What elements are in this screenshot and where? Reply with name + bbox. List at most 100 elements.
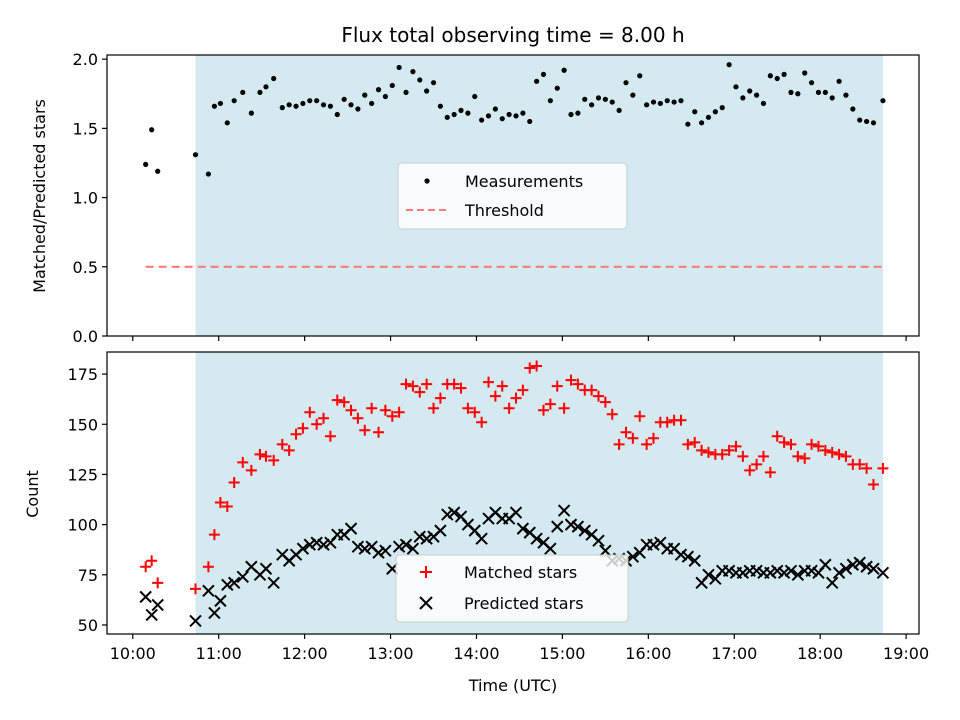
measurement-point (362, 92, 368, 98)
measurement-point (754, 92, 760, 98)
matched-star-point (386, 410, 398, 422)
matched-star-point (764, 466, 776, 478)
measurement-point (240, 89, 246, 95)
matched-star-point (771, 430, 783, 442)
predicted-star-point (236, 570, 249, 584)
predicted-star-point (208, 606, 221, 620)
matched-star-point (627, 432, 639, 444)
matched-star-point (324, 430, 336, 442)
matched-star-point (661, 416, 673, 428)
measurement-point (795, 91, 801, 97)
count-xtick-label: 12:00 (282, 644, 328, 663)
measurement-point (382, 93, 388, 100)
measurement-point (630, 92, 636, 98)
measurement-point (231, 98, 237, 104)
measurement-point (437, 103, 443, 109)
matched-star-point (393, 406, 405, 418)
matched-star-point (510, 392, 522, 404)
matched-star-point (228, 476, 240, 488)
measurement-point (829, 95, 835, 101)
matched-star-point (237, 456, 249, 468)
matched-star-point (407, 380, 419, 392)
predicted-star-point (509, 506, 523, 519)
matched-star-point (854, 458, 866, 470)
predicted-star-point (771, 564, 784, 577)
predicted-star-point (392, 540, 406, 553)
matched-star-point (366, 402, 378, 414)
matched-star-point (469, 406, 481, 418)
predicted-star-point (578, 524, 591, 537)
ratio-ytick-label: 2.0 (73, 50, 98, 69)
matched-star-point (434, 392, 446, 404)
measurement-point (458, 107, 464, 113)
measurement-point (664, 98, 670, 104)
measurement-point (561, 67, 567, 73)
predicted-star-point (736, 566, 750, 579)
matched-star-point (338, 396, 350, 408)
measurement-point (589, 102, 595, 108)
matched-star-point (702, 446, 714, 458)
measurement-point (300, 100, 306, 107)
measurement-point (534, 78, 540, 84)
count-axes-frame (106, 351, 920, 635)
measurement-point (802, 70, 808, 76)
measurement-point (430, 80, 437, 86)
count-ytick-label: 100 (67, 516, 98, 535)
measurement-point (527, 118, 533, 125)
matched-star-point (483, 376, 495, 388)
matched-star-point (737, 450, 749, 462)
matched-star-point (531, 360, 543, 372)
ratio-ytick-label: 0.5 (73, 258, 98, 277)
predicted-star-point (571, 520, 585, 533)
predicted-star-point (434, 524, 447, 537)
measurement-point (609, 99, 615, 105)
measurement-point (582, 96, 588, 102)
count-legend: Matched stars Predicted stars (395, 554, 629, 623)
measurement-point (279, 105, 285, 111)
predicted-star-point (413, 530, 426, 543)
predicted-star-point (406, 542, 420, 555)
matched-star-point (682, 438, 694, 450)
matched-star-point (202, 561, 214, 573)
count-xtick-label: 11:00 (196, 644, 242, 663)
matched-star-point (152, 577, 164, 589)
predicted-star-point (447, 506, 461, 519)
measurement-point (506, 111, 512, 118)
ratio-legend-box (397, 162, 628, 230)
measurement-point (726, 62, 732, 68)
ratio-ytick-label: 1.0 (73, 189, 98, 208)
threshold-legend-label: Threshold (464, 201, 544, 220)
predicted-star-point (791, 568, 805, 581)
matched-star-point (599, 396, 611, 408)
predicted-star-point (530, 532, 543, 545)
predicted-star-point (805, 564, 818, 577)
predicted-star-point (267, 576, 280, 590)
measurement-point (149, 127, 155, 133)
matched-star-point (689, 436, 701, 448)
measurement-point (271, 75, 277, 82)
predicted-star-point (358, 542, 371, 555)
measurement-point (547, 98, 553, 104)
predicted-star-point (688, 554, 701, 567)
count-xtick-label: 14:00 (453, 644, 499, 663)
predicted-star-point (867, 562, 880, 575)
measurement-point (836, 78, 842, 84)
predicted-star-point (259, 562, 273, 575)
measurement-point (774, 75, 780, 82)
matched-star-point (792, 450, 804, 462)
count-legend-box (395, 554, 629, 623)
matched-star-point (861, 462, 873, 474)
predicted-star-point (351, 540, 365, 553)
measurement-point (657, 100, 663, 107)
measurement-point (314, 98, 320, 104)
matched-star-point (785, 438, 797, 450)
matched-star-point (476, 416, 488, 428)
matched-star-point (716, 448, 728, 460)
matched-star-point (751, 458, 763, 470)
measurement-point (499, 116, 505, 122)
measurement-point (424, 88, 430, 94)
measurement-point (808, 80, 815, 86)
matched-star-point (723, 444, 735, 456)
matched-star-point (283, 444, 295, 456)
